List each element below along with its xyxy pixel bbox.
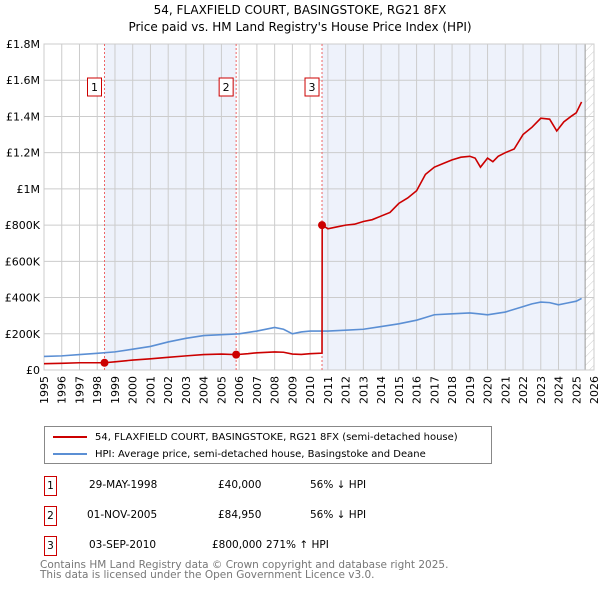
- x-tick-label: 2007: [251, 376, 264, 404]
- x-tick-label: 2020: [482, 376, 495, 404]
- y-tick-label: £200K: [5, 328, 41, 341]
- sale-hpi: 56% ↓ HPI: [310, 479, 367, 491]
- x-tick-label: 2005: [215, 376, 228, 404]
- y-tick-label: £400K: [5, 292, 41, 305]
- x-tick-label: 2012: [340, 376, 353, 404]
- x-tick-label: 1999: [109, 376, 122, 404]
- y-tick-label: £1.4M: [6, 110, 40, 123]
- x-tick-label: 2013: [357, 376, 370, 404]
- series-line: [43, 101, 583, 365]
- legend-label: HPI: Average price, semi-detached house,…: [95, 448, 426, 460]
- x-tick-label: 2002: [162, 376, 175, 404]
- x-tick-label: 2010: [304, 376, 317, 404]
- x-tick-label: 1996: [56, 376, 69, 404]
- sale-date: 29-MAY-1998: [89, 479, 158, 491]
- sale-row: 3 03-SEP-2010 £800,000 271% ↑ HPI: [44, 536, 444, 556]
- x-tick-label: 2019: [464, 376, 477, 404]
- y-tick-label: £1.2M: [6, 147, 40, 160]
- legend-item-property: 54, FLAXFIELD COURT, BASINGSTOKE, RG21 8…: [53, 429, 458, 445]
- footer: Contains HM Land Registry data © Crown c…: [40, 559, 449, 581]
- sale-price: £40,000: [218, 479, 262, 491]
- x-tick-label: 2003: [180, 376, 193, 404]
- x-tick-label: 2021: [499, 376, 512, 404]
- x-tick-label: 2026: [588, 376, 600, 404]
- sale-marker: 1: [44, 476, 57, 496]
- sale-price: £84,950: [218, 509, 262, 521]
- sale-label: 2: [223, 81, 230, 94]
- shaded-period: [322, 44, 586, 370]
- sale-date: 03-SEP-2010: [89, 539, 157, 551]
- sale-label-box: [87, 77, 102, 97]
- sale-label: 1: [91, 81, 98, 94]
- sale-row: 1 29-MAY-1998 £40,000 56% ↓ HPI: [44, 476, 444, 496]
- x-tick-label: 2008: [269, 376, 282, 404]
- x-tick-label: 2025: [570, 376, 583, 404]
- footer-line: This data is licensed under the Open Gov…: [40, 569, 375, 581]
- x-tick-label: 2014: [375, 376, 388, 404]
- sale-hpi: 271% ↑ HPI: [266, 539, 329, 551]
- forecast-hatch: [585, 44, 594, 370]
- x-tick-label: 2015: [393, 376, 406, 404]
- sale-label-box: [218, 77, 234, 97]
- x-tick-label: 2023: [535, 376, 548, 404]
- shaded-period: [104, 44, 237, 370]
- x-tick-label: 2016: [411, 376, 424, 404]
- series-line: [43, 297, 582, 358]
- footer-line: Contains HM Land Registry data © Crown c…: [40, 559, 449, 571]
- x-tick-label: 2017: [428, 376, 441, 404]
- x-tick-label: 2018: [446, 376, 459, 404]
- chart: £0 £200K £400K £600K £800K £1M £1.2M £1.4M £1.6M…: [5, 38, 600, 404]
- legend-label: 54, FLAXFIELD COURT, BASINGSTOKE, RG21 8…: [95, 431, 458, 443]
- sale-label-box: [304, 77, 320, 97]
- x-tick-label: 2000: [127, 376, 140, 404]
- plot-border: [43, 43, 595, 371]
- sale-point: [100, 358, 109, 367]
- x-tick-label: 1997: [73, 376, 86, 404]
- y-tick-label: £0: [26, 364, 40, 377]
- sale-price: £800,000: [212, 539, 263, 551]
- x-tick-label: 2001: [144, 376, 157, 404]
- legend-item-hpi: HPI: Average price, semi-detached house,…: [53, 446, 426, 462]
- legend: 54, FLAXFIELD COURT, BASINGSTOKE, RG21 8…: [44, 426, 492, 464]
- y-tick-label: £1M: [17, 183, 41, 196]
- sale-label: 3: [309, 81, 316, 94]
- sale-hpi: 56% ↓ HPI: [310, 509, 367, 521]
- sale-marker: 2: [44, 506, 57, 526]
- y-tick-label: £1.6M: [6, 74, 40, 87]
- x-tick-label: 2009: [286, 376, 299, 404]
- y-tick-label: £1.8M: [6, 38, 40, 51]
- sale-marker: 3: [44, 536, 57, 556]
- x-tick-label: 2004: [198, 376, 211, 404]
- sale-point: [232, 350, 241, 359]
- x-tick-label: 1998: [91, 376, 104, 404]
- sale-row: 2 01-NOV-2005 £84,950 56% ↓ HPI: [44, 506, 444, 526]
- y-tick-label: £600K: [5, 255, 41, 268]
- chart-subtitle: Price paid vs. HM Land Registry's House …: [128, 20, 472, 34]
- x-tick-label: 2024: [553, 376, 566, 404]
- chart-title: 54, FLAXFIELD COURT, BASINGSTOKE, RG21 8…: [153, 3, 447, 17]
- sale-date: 01-NOV-2005: [87, 509, 158, 521]
- sale-point: [318, 221, 327, 230]
- x-tick-label: 2022: [517, 376, 530, 404]
- y-tick-label: £800K: [5, 219, 41, 232]
- x-tick-label: 1995: [38, 376, 51, 404]
- x-tick-label: 2011: [322, 376, 335, 404]
- x-tick-label: 2006: [233, 376, 246, 404]
